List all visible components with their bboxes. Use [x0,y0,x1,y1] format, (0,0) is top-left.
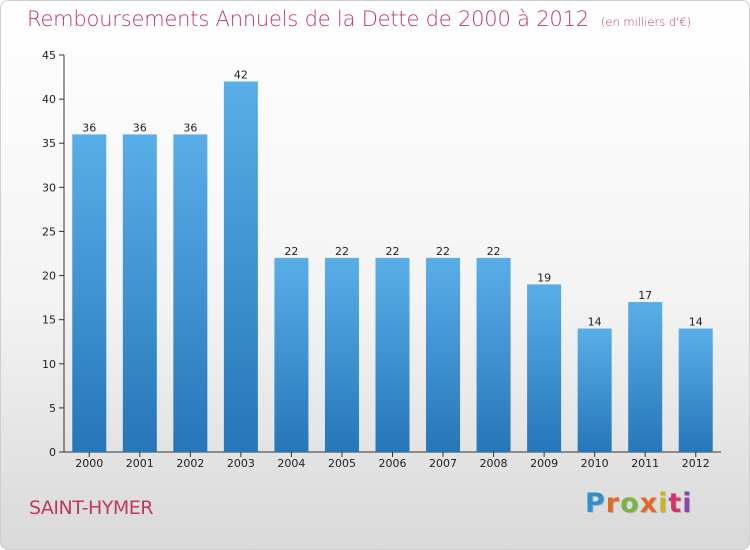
x-tick-label: 2011 [631,457,659,470]
bar [577,328,612,452]
bar [223,81,258,452]
chart-title: Remboursements Annuels de la Dette de 20… [27,7,691,31]
logo-letter: P [585,488,606,519]
bar [426,257,461,452]
bar [476,257,511,452]
bar-value-label: 22 [386,245,400,258]
bars [72,81,713,452]
bar [628,302,663,452]
bar [375,257,410,452]
x-tick-label: 2012 [682,457,710,470]
logo-letter: r [605,488,621,519]
logo-letter: i [682,488,693,519]
bar-value-label: 36 [183,121,197,134]
logo-letter: i [658,488,669,519]
x-tick-label: 2007 [429,457,457,470]
axes: 0 5 10 15 20 25 30 35 40 45 2000 2001 2002 2003 2004 20… [42,49,721,470]
proxiti-logo: Proxiti [585,488,693,519]
bar [527,284,562,452]
bar [122,134,157,452]
title-text: Remboursements Annuels de la Dette de 20… [27,7,589,31]
bar-value-label: 22 [487,245,501,258]
bar [72,134,107,452]
y-tick-label: 10 [42,358,56,371]
bar-value-label: 22 [436,245,450,258]
y-tick-label: 15 [42,314,56,327]
bar-value-label: 19 [537,271,551,284]
data-labels: 36 36 36 42 22 22 22 22 22 19 14 17 14 [82,68,702,328]
bar-value-label: 42 [234,68,248,81]
bar-value-label: 22 [284,245,298,258]
x-tick-label: 2006 [379,457,407,470]
x-tick-label: 2001 [126,457,154,470]
y-tick-label: 40 [42,93,56,106]
y-tick-label: 25 [42,225,56,238]
x-tick-label: 2010 [581,457,609,470]
x-tick-label: 2002 [176,457,204,470]
bar-value-label: 22 [335,245,349,258]
unit-note: (en milliers d'€) [600,15,692,29]
bar-value-label: 14 [588,315,602,328]
x-tick-label: 2005 [328,457,356,470]
bar [173,134,208,452]
y-tick-label: 45 [42,49,56,62]
bar-value-label: 36 [82,121,96,134]
commune-name: SAINT-HYMER [29,497,153,519]
x-tick-label: 2009 [530,457,558,470]
bar [274,257,309,452]
logo-letter: t [668,488,683,519]
y-tick-label: 0 [49,446,56,459]
bar-value-label: 17 [638,289,652,302]
bar-value-label: 36 [133,121,147,134]
x-tick-label: 2000 [75,457,103,470]
y-tick-label: 35 [42,137,56,150]
x-tick-label: 2008 [480,457,508,470]
logo-letter: x [639,488,659,519]
bar [324,257,359,452]
x-tick-label: 2004 [277,457,305,470]
bar-value-label: 14 [689,315,703,328]
y-tick-label: 30 [42,181,56,194]
y-tick-label: 5 [49,402,56,415]
logo-letter: o [620,488,640,519]
y-tick-label: 20 [42,270,56,283]
x-tick-label: 2003 [227,457,255,470]
bar [678,328,713,452]
